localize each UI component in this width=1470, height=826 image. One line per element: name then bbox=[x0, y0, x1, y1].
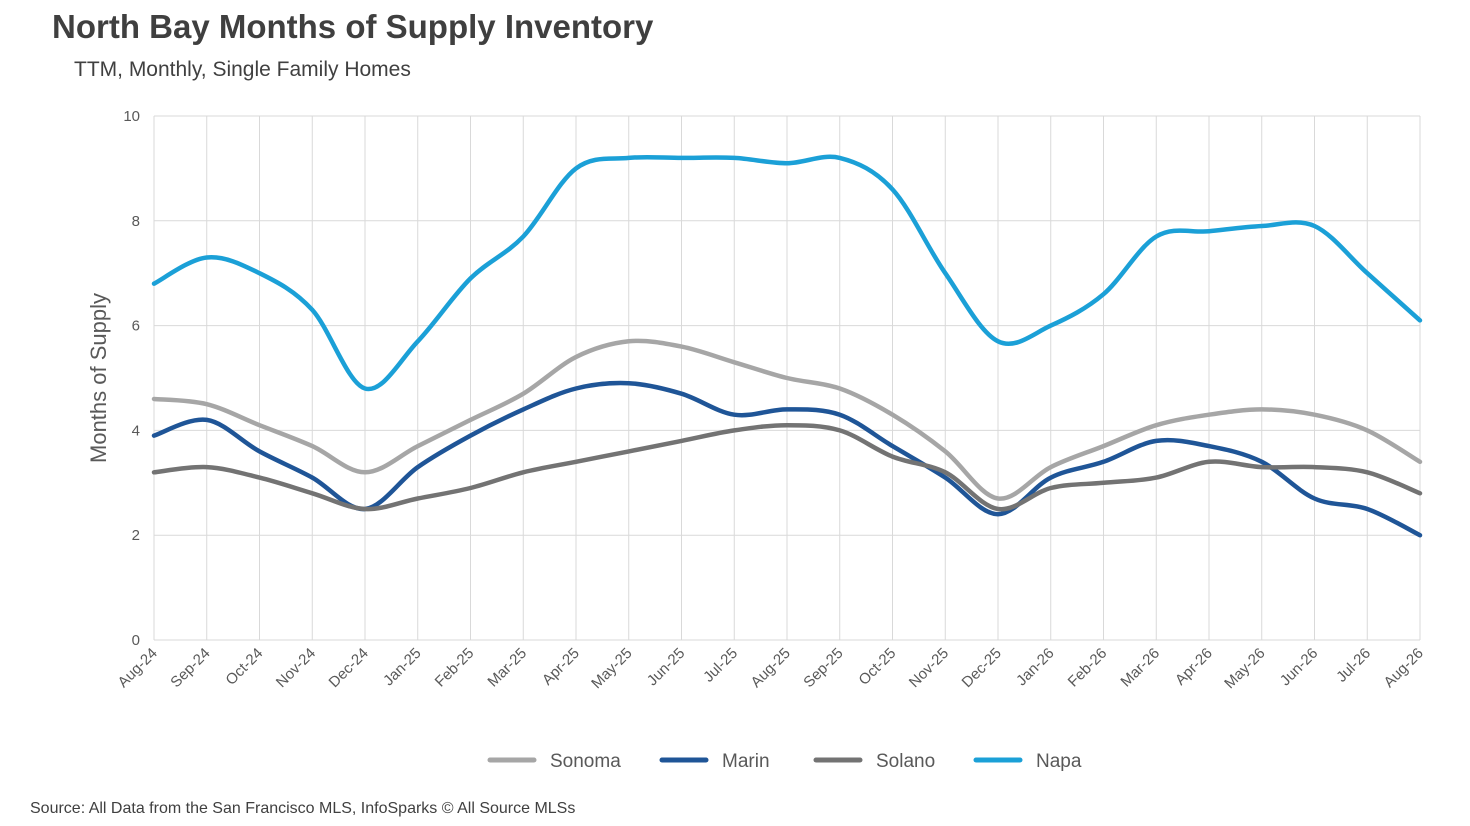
grid-lines bbox=[153, 115, 1421, 641]
x-tick-label: Apr-26 bbox=[1172, 645, 1216, 689]
y-tick-label: 6 bbox=[132, 318, 140, 335]
x-tick-label: Oct-24 bbox=[222, 645, 266, 689]
source-note: Source: All Data from the San Francisco … bbox=[30, 800, 576, 817]
x-tick-label: Jul-26 bbox=[1333, 645, 1374, 686]
x-tick-label: Feb-25 bbox=[432, 645, 478, 691]
x-axis-ticks: Aug-24 Sep-24 Oct-24 Nov-24 Dec-24 Jan-25 Feb-… bbox=[115, 645, 1427, 692]
series-line-sonoma bbox=[151, 338, 1423, 501]
x-tick-label: May-26 bbox=[1221, 645, 1268, 692]
x-tick-label: Jul-25 bbox=[700, 645, 741, 686]
y-tick-label: 8 bbox=[132, 213, 140, 230]
legend-label-sonoma: Sonoma bbox=[550, 751, 621, 772]
y-axis-ticks: 0 2 4 6 8 10 bbox=[123, 108, 140, 649]
series-line-solano bbox=[151, 422, 1423, 512]
y-axis-label: Months of Supply bbox=[86, 293, 111, 463]
legend-label-napa: Napa bbox=[1036, 751, 1082, 772]
x-tick-label: Mar-25 bbox=[484, 645, 530, 691]
x-tick-label: Dec-24 bbox=[326, 645, 372, 691]
y-tick-label: 0 bbox=[132, 632, 140, 649]
y-tick-label: 2 bbox=[132, 527, 140, 544]
x-tick-label: Oct-25 bbox=[855, 645, 899, 689]
x-tick-label: Nov-25 bbox=[906, 645, 952, 691]
x-tick-label: Aug-25 bbox=[748, 645, 794, 691]
legend: Sonoma Marin Solano Napa bbox=[487, 751, 1082, 772]
y-tick-label: 4 bbox=[132, 422, 140, 439]
x-tick-label: Nov-24 bbox=[273, 645, 319, 691]
x-tick-label: Jun-26 bbox=[1277, 645, 1321, 689]
x-tick-label: Jun-25 bbox=[644, 645, 688, 689]
x-tick-label: Sep-24 bbox=[167, 645, 213, 691]
x-tick-label: Sep-25 bbox=[800, 645, 846, 691]
chart-subtitle: TTM, Monthly, Single Family Homes bbox=[74, 58, 411, 81]
x-tick-label: Apr-25 bbox=[539, 645, 583, 689]
x-tick-label: Dec-25 bbox=[959, 645, 1005, 691]
series-line-napa bbox=[151, 154, 1423, 392]
chart-title: North Bay Months of Supply Inventory bbox=[52, 8, 654, 45]
x-tick-label: Aug-26 bbox=[1381, 645, 1427, 691]
x-tick-label: Jan-25 bbox=[380, 645, 424, 689]
legend-label-solano: Solano bbox=[876, 751, 935, 772]
y-tick-label: 10 bbox=[123, 108, 140, 125]
x-tick-label: Jan-26 bbox=[1013, 645, 1057, 689]
x-tick-label: Mar-26 bbox=[1117, 645, 1163, 691]
series-lines bbox=[151, 154, 1423, 538]
legend-label-marin: Marin bbox=[722, 751, 770, 772]
x-tick-label: May-25 bbox=[588, 645, 635, 692]
x-tick-label: Aug-24 bbox=[115, 645, 161, 691]
x-tick-label: Feb-26 bbox=[1065, 645, 1111, 691]
